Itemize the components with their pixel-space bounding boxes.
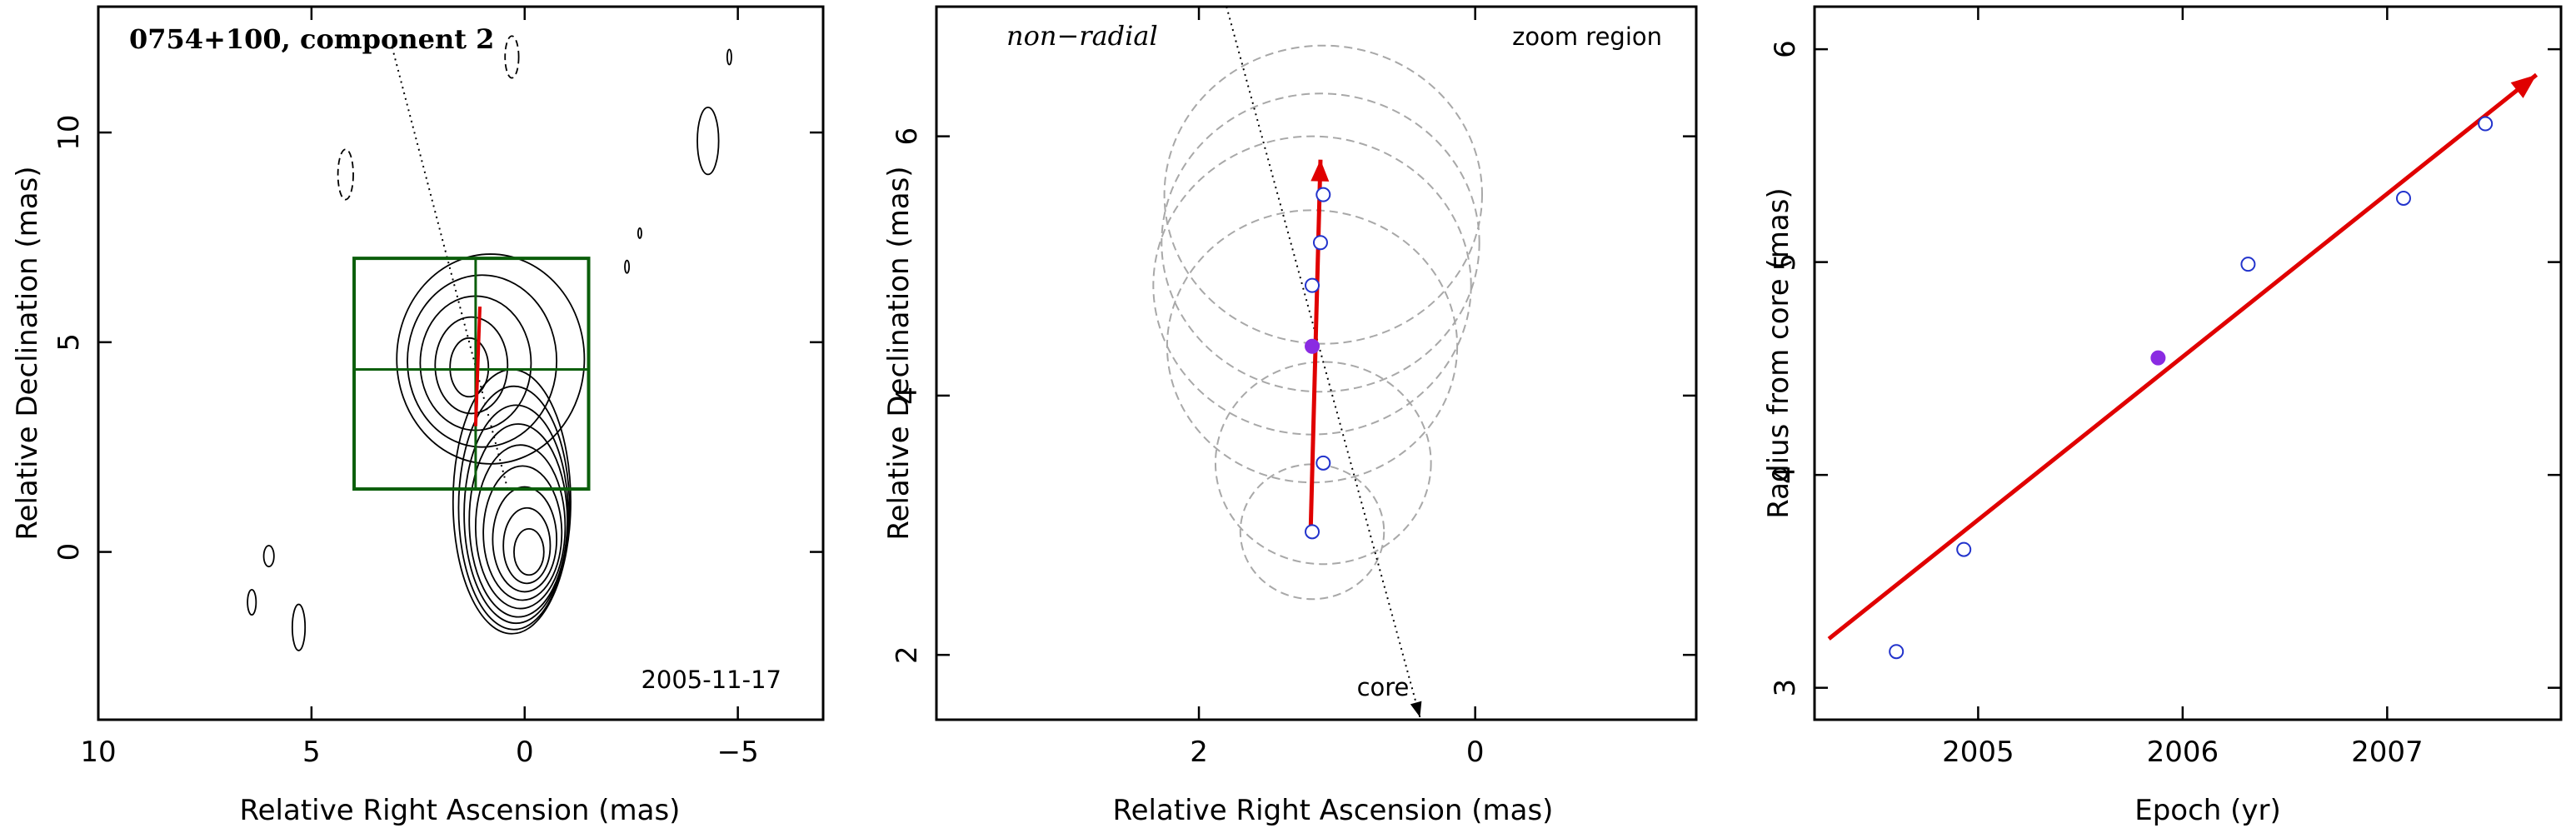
core-contour <box>492 486 558 593</box>
trend-arrowhead <box>1310 159 1330 182</box>
beam-circle <box>1214 361 1432 566</box>
position-point <box>1305 524 1320 540</box>
radius-point <box>1956 541 1972 557</box>
isolated-contour <box>291 603 307 651</box>
component-path <box>473 306 482 426</box>
zoom-x-tick-label: 0 <box>1466 736 1485 769</box>
position-point <box>1315 455 1331 471</box>
position-point <box>1312 235 1328 251</box>
radius-point <box>1889 644 1905 660</box>
epoch-panel: 2005 2006 2007 3 4 5 6 Epoch (yr) Radius from … <box>1762 5 2563 827</box>
radius-point <box>2240 257 2256 272</box>
component-contour <box>396 253 586 465</box>
epoch-y-tick-label: 6 <box>1769 40 1802 58</box>
radius-point <box>2478 116 2494 132</box>
core-direction-arrowhead <box>1410 701 1422 717</box>
isolated-contour <box>262 545 275 568</box>
zoom-region-box <box>352 257 591 491</box>
isolated-contour <box>696 106 720 176</box>
epoch-y-tick-label: 4 <box>1769 466 1802 484</box>
map-frame <box>97 5 825 721</box>
zoom-plot-content <box>1152 6 1483 718</box>
epoch-axes: 2005 2006 2007 3 4 5 6 <box>1769 5 2563 769</box>
epoch-y-axis-title: Radius from core (mas) <box>1762 187 1795 518</box>
map-panel: 10 5 0 −5 0 5 10 0754+100, component 2 2005-11… <box>11 5 825 827</box>
zoom-axes: 2 0 2 4 6 <box>891 5 1698 769</box>
map-axes: 10 5 0 −5 0 5 10 <box>52 5 825 769</box>
epoch-x-tick-label: 2007 <box>2351 736 2424 769</box>
component-contour <box>449 337 490 398</box>
epoch-y-tick-label: 3 <box>1769 679 1802 697</box>
epoch-x-tick-label: 2006 <box>2147 736 2219 769</box>
core-contour <box>463 404 569 625</box>
map-y-tick-label: 5 <box>52 333 86 352</box>
core-contour <box>482 465 563 601</box>
core-direction-line <box>1226 6 1421 718</box>
zoom-x-tick-label: 2 <box>1190 736 1208 769</box>
component-contour <box>407 274 558 448</box>
epoch-x-tick-label: 2005 <box>1942 736 2014 769</box>
zoom-x-axis-title: Relative Right Ascension (mas) <box>1113 794 1554 827</box>
zoom-y-axis-title: Relative Declination (mas) <box>882 166 916 540</box>
epoch-x-axis-title: Epoch (yr) <box>2134 794 2281 827</box>
map-y-tick-label: 0 <box>52 543 86 561</box>
component-contour <box>434 316 509 415</box>
map-y-axis-title: Relative Declination (mas) <box>11 166 44 540</box>
negative-contour <box>337 148 354 201</box>
negative-contour <box>504 35 520 79</box>
beam-circle <box>1161 92 1480 393</box>
isolated-contour <box>726 48 732 66</box>
beam-circle <box>1163 44 1483 345</box>
map-date-annotation: 2005-11-17 <box>641 666 781 694</box>
isolated-contour <box>637 227 642 239</box>
position-point <box>1305 277 1320 293</box>
zoom-y-tick-label: 4 <box>891 387 924 405</box>
map-y-tick-label: 10 <box>52 114 86 150</box>
isolated-contour <box>247 589 257 616</box>
isolated-contour <box>624 259 631 274</box>
map-plot-content <box>247 35 732 651</box>
core-contour <box>468 423 568 618</box>
core-contour <box>475 444 567 610</box>
map-x-tick-label: 0 <box>516 736 534 769</box>
zoom-panel: 2 0 2 4 6 non−radial zoom region core Relati… <box>882 5 1698 827</box>
core-contour <box>457 385 571 631</box>
map-x-tick-label: −5 <box>717 736 759 769</box>
epoch-plot-content <box>1827 72 2539 660</box>
fit-line <box>1827 72 2539 641</box>
map-x-tick-label: 10 <box>80 736 116 769</box>
radius-point <box>2395 190 2411 206</box>
map-x-axis-title: Relative Right Ascension (mas) <box>240 794 681 827</box>
zoom-core-annotation: core <box>1357 673 1410 701</box>
core-contour <box>513 527 545 576</box>
epoch-frame <box>1813 5 2563 721</box>
current-epoch-point <box>2150 350 2166 366</box>
zoom-y-tick-label: 6 <box>891 127 924 146</box>
zoom-frame <box>935 5 1698 721</box>
fit-arrowhead <box>2510 74 2537 98</box>
epoch-y-tick-label: 5 <box>1769 253 1802 272</box>
map-title-annotation: 0754+100, component 2 <box>129 23 494 55</box>
current-epoch-point <box>1305 338 1320 354</box>
zoom-motion-annotation: non−radial <box>1006 20 1158 52</box>
zoom-y-tick-label: 2 <box>891 646 924 664</box>
zoom-region-annotation: zoom region <box>1512 22 1662 51</box>
core-direction-line <box>392 48 509 490</box>
map-x-tick-label: 5 <box>302 736 321 769</box>
position-point <box>1315 187 1331 202</box>
core-contour <box>502 506 552 585</box>
